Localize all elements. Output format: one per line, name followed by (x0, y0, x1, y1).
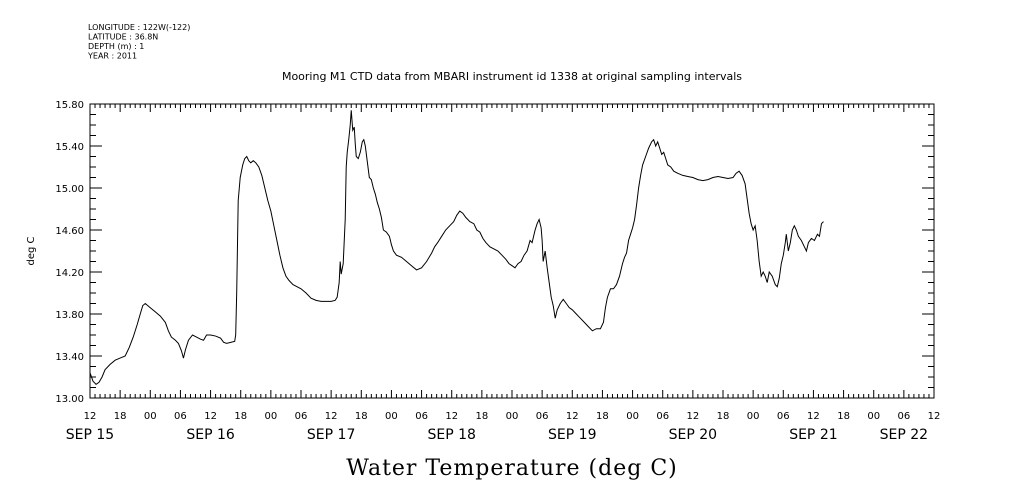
x-hour-label: 18 (475, 411, 488, 422)
x-date-label: SEP 16 (186, 427, 235, 443)
x-hour-label: 06 (415, 411, 428, 422)
x-hour-label: 12 (84, 411, 97, 422)
y-tick-label: 14.20 (55, 268, 84, 279)
x-hour-label: 00 (385, 411, 398, 422)
metadata-longitude: LONGITUDE : 122W(-122) (88, 23, 190, 32)
x-hour-label: 18 (837, 411, 850, 422)
x-hour-label: 06 (295, 411, 308, 422)
y-tick-label: 15.80 (55, 100, 84, 111)
x-hour-label: 06 (536, 411, 549, 422)
x-hour-label: 06 (897, 411, 910, 422)
metadata-depth: DEPTH (m) : 1 (88, 42, 144, 51)
x-hour-label: 00 (506, 411, 519, 422)
x-hour-label: 18 (355, 411, 368, 422)
y-tick-label: 14.60 (55, 226, 84, 237)
x-date-label: SEP 19 (548, 427, 596, 443)
x-hour-label: 06 (174, 411, 187, 422)
x-hour-label: 12 (204, 411, 217, 422)
x-hour-label: 00 (264, 411, 277, 422)
x-hour-label: 12 (686, 411, 699, 422)
x-hour-label: 06 (777, 411, 790, 422)
x-hour-label: 18 (596, 411, 609, 422)
x-axis-date-labels: SEP 15 SEP 16 SEP 17 SEP 18 SEP 19 SEP 20 SEP … (66, 427, 928, 443)
y-tick-label: 13.80 (55, 310, 84, 321)
x-date-label: SEP 21 (789, 427, 837, 443)
metadata-block: LONGITUDE : 122W(-122) LATITUDE : 36.8N … (87, 23, 190, 61)
x-hour-label: 00 (747, 411, 760, 422)
y-tick-label: 13.00 (55, 394, 84, 405)
x-hour-label: 00 (867, 411, 880, 422)
x-axis-label: Water Temperature (deg C) (346, 456, 678, 481)
x-date-label: SEP 22 (880, 427, 928, 443)
y-axis-ticks (90, 103, 934, 399)
chart-title: Mooring M1 CTD data from MBARI instrumen… (282, 70, 742, 83)
y-axis-tick-labels: 13.00 13.40 13.80 14.20 14.60 15.00 15.40 15.80 (55, 100, 84, 405)
x-date-label: SEP 17 (307, 427, 355, 443)
x-axis-hour-labels: 12 18 00 06 12 18 00 06 12 18 00 06 12 18 00 06 12 18 00 06… (84, 411, 941, 422)
x-hour-label: 18 (114, 411, 127, 422)
x-axis-ticks (89, 104, 935, 398)
x-hour-label: 18 (717, 411, 730, 422)
series-line-water-temperature (89, 110, 824, 386)
x-hour-label: 12 (325, 411, 338, 422)
y-tick-label: 15.40 (55, 142, 84, 153)
x-hour-label: 00 (626, 411, 639, 422)
x-date-label: SEP 18 (427, 427, 475, 443)
x-date-label: SEP 20 (669, 427, 717, 443)
x-hour-label: 00 (144, 411, 157, 422)
x-hour-label: 18 (234, 411, 247, 422)
x-hour-label: 12 (445, 411, 458, 422)
x-hour-label: 12 (566, 411, 579, 422)
y-tick-label: 13.40 (55, 352, 84, 363)
plot-frame (89, 103, 935, 399)
x-hour-label: 12 (807, 411, 820, 422)
x-hour-label: 06 (656, 411, 669, 422)
metadata-year: YEAR : 2011 (87, 52, 137, 61)
y-axis-label: deg C (26, 236, 37, 265)
x-hour-label: 12 (928, 411, 941, 422)
metadata-latitude: LATITUDE : 36.8N (88, 33, 158, 42)
y-tick-label: 15.00 (55, 184, 84, 195)
x-date-label: SEP 15 (66, 427, 114, 443)
